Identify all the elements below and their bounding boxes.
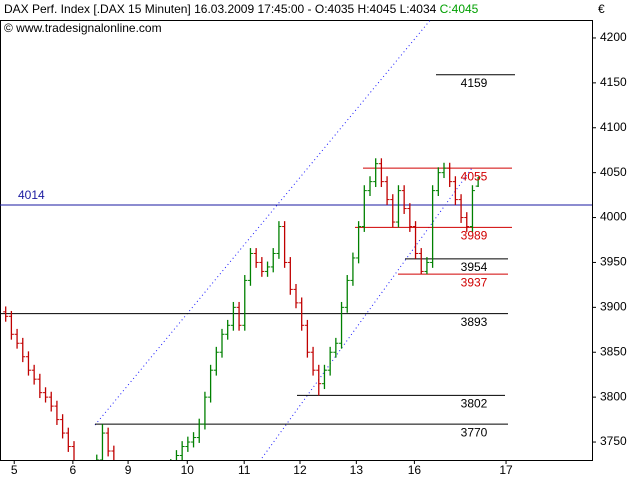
trendlines bbox=[94, 20, 473, 459]
y-tick-label: 4150 bbox=[600, 75, 627, 89]
last-close: C:4045 bbox=[440, 2, 479, 16]
level-label: 4055 bbox=[461, 169, 488, 183]
y-tick-label: 3750 bbox=[600, 434, 627, 448]
level-label: 3937 bbox=[461, 275, 488, 289]
x-tick-label: 6 bbox=[70, 463, 77, 477]
x-tick-label: 17 bbox=[499, 463, 513, 477]
x-tick-label: 11 bbox=[238, 463, 251, 477]
y-tick-label: 4000 bbox=[600, 210, 627, 224]
title-text: DAX Perf. Index [.DAX 15 Minuten] 16.03.… bbox=[4, 2, 437, 16]
y-tick-label: 3950 bbox=[600, 255, 627, 269]
level-label: 3989 bbox=[461, 229, 488, 243]
y-tick-label: 3850 bbox=[600, 344, 627, 358]
currency: € bbox=[598, 2, 605, 16]
y-tick-label: 4100 bbox=[600, 120, 627, 134]
level-label: 3802 bbox=[461, 397, 488, 411]
y-tick-label: 4200 bbox=[600, 30, 627, 44]
y-tick-label: 3800 bbox=[600, 389, 627, 403]
x-tick-label: 13 bbox=[350, 463, 364, 477]
x-tick-label: 9 bbox=[125, 463, 132, 477]
x-tick-label: 5 bbox=[11, 463, 18, 477]
level-label: 3770 bbox=[461, 425, 488, 439]
level-label: 4159 bbox=[461, 76, 488, 90]
plot-frame bbox=[0, 20, 593, 461]
x-tick-label: 10 bbox=[181, 463, 195, 477]
level-label: 3954 bbox=[461, 260, 488, 274]
x-tick-label: 12 bbox=[293, 463, 307, 477]
chart-title: DAX Perf. Index [.DAX 15 Minuten] 16.03.… bbox=[4, 2, 479, 16]
y-tick-label: 4050 bbox=[600, 165, 627, 179]
marks bbox=[0, 74, 592, 460]
trendline bbox=[94, 20, 431, 426]
subtitle: © www.tradesignalonline.com bbox=[4, 21, 162, 35]
level-label: 3893 bbox=[461, 315, 488, 329]
x-tick-label: 16 bbox=[408, 463, 422, 477]
y-tick-label: 3900 bbox=[600, 300, 627, 314]
level-label: 4014 bbox=[18, 188, 45, 202]
